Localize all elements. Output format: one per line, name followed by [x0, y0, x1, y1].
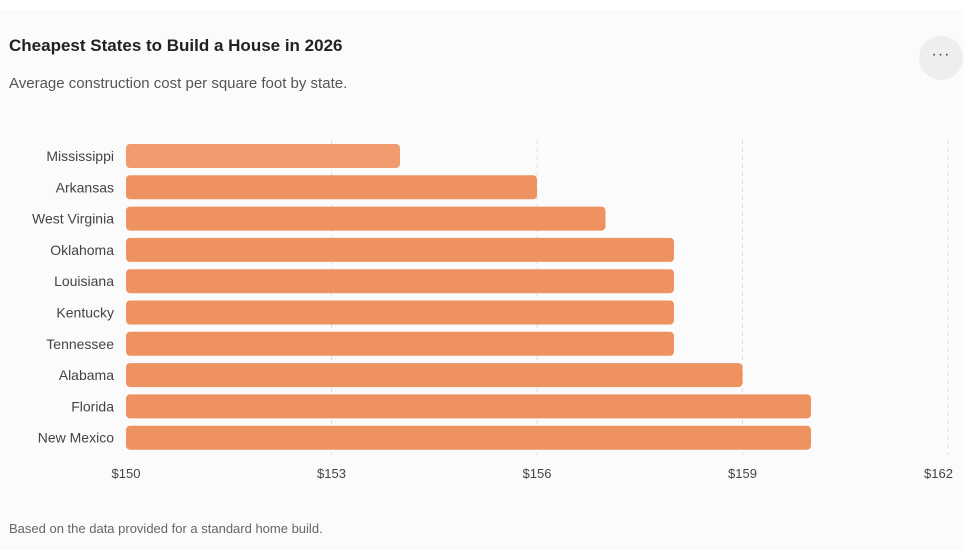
- x-tick-label: $150: [112, 466, 141, 481]
- bar: [126, 363, 743, 388]
- chart-subtitle: Average construction cost per square foo…: [9, 75, 348, 92]
- x-tick-label: $159: [728, 466, 757, 481]
- more-options-icon: ···: [931, 46, 951, 63]
- x-tick-label: $156: [523, 466, 552, 481]
- category-label: Kentucky: [56, 305, 114, 321]
- category-label: Mississippi: [46, 148, 114, 164]
- bar: [126, 269, 674, 294]
- category-label: Florida: [71, 398, 114, 414]
- category-label: New Mexico: [38, 430, 114, 446]
- category-label: Oklahoma: [50, 242, 114, 258]
- footnote: Based on the data provided for a standar…: [9, 521, 323, 536]
- bar-chart: Mississippi Arkansas West Virginia Oklahoma…: [32, 140, 953, 481]
- category-label: Arkansas: [56, 179, 114, 195]
- category-label: Tennessee: [46, 336, 114, 352]
- category-label: Alabama: [59, 367, 114, 383]
- bar: [126, 394, 811, 419]
- chart-card: Cheapest States to Build a House in 2026…: [0, 10, 964, 550]
- chart-title: Cheapest States to Build a House in 2026: [9, 36, 343, 55]
- bar: [126, 237, 674, 262]
- bar: [126, 300, 674, 325]
- more-options-button[interactable]: ···: [919, 36, 963, 80]
- bar: [126, 331, 674, 356]
- bar: [126, 206, 606, 231]
- bar: [126, 175, 537, 200]
- x-tick-label: $162: [924, 466, 953, 481]
- category-label: Louisiana: [54, 273, 114, 289]
- category-label: West Virginia: [32, 211, 114, 227]
- bar: [126, 425, 811, 450]
- x-tick-label: $153: [317, 466, 346, 481]
- bar: [126, 144, 400, 168]
